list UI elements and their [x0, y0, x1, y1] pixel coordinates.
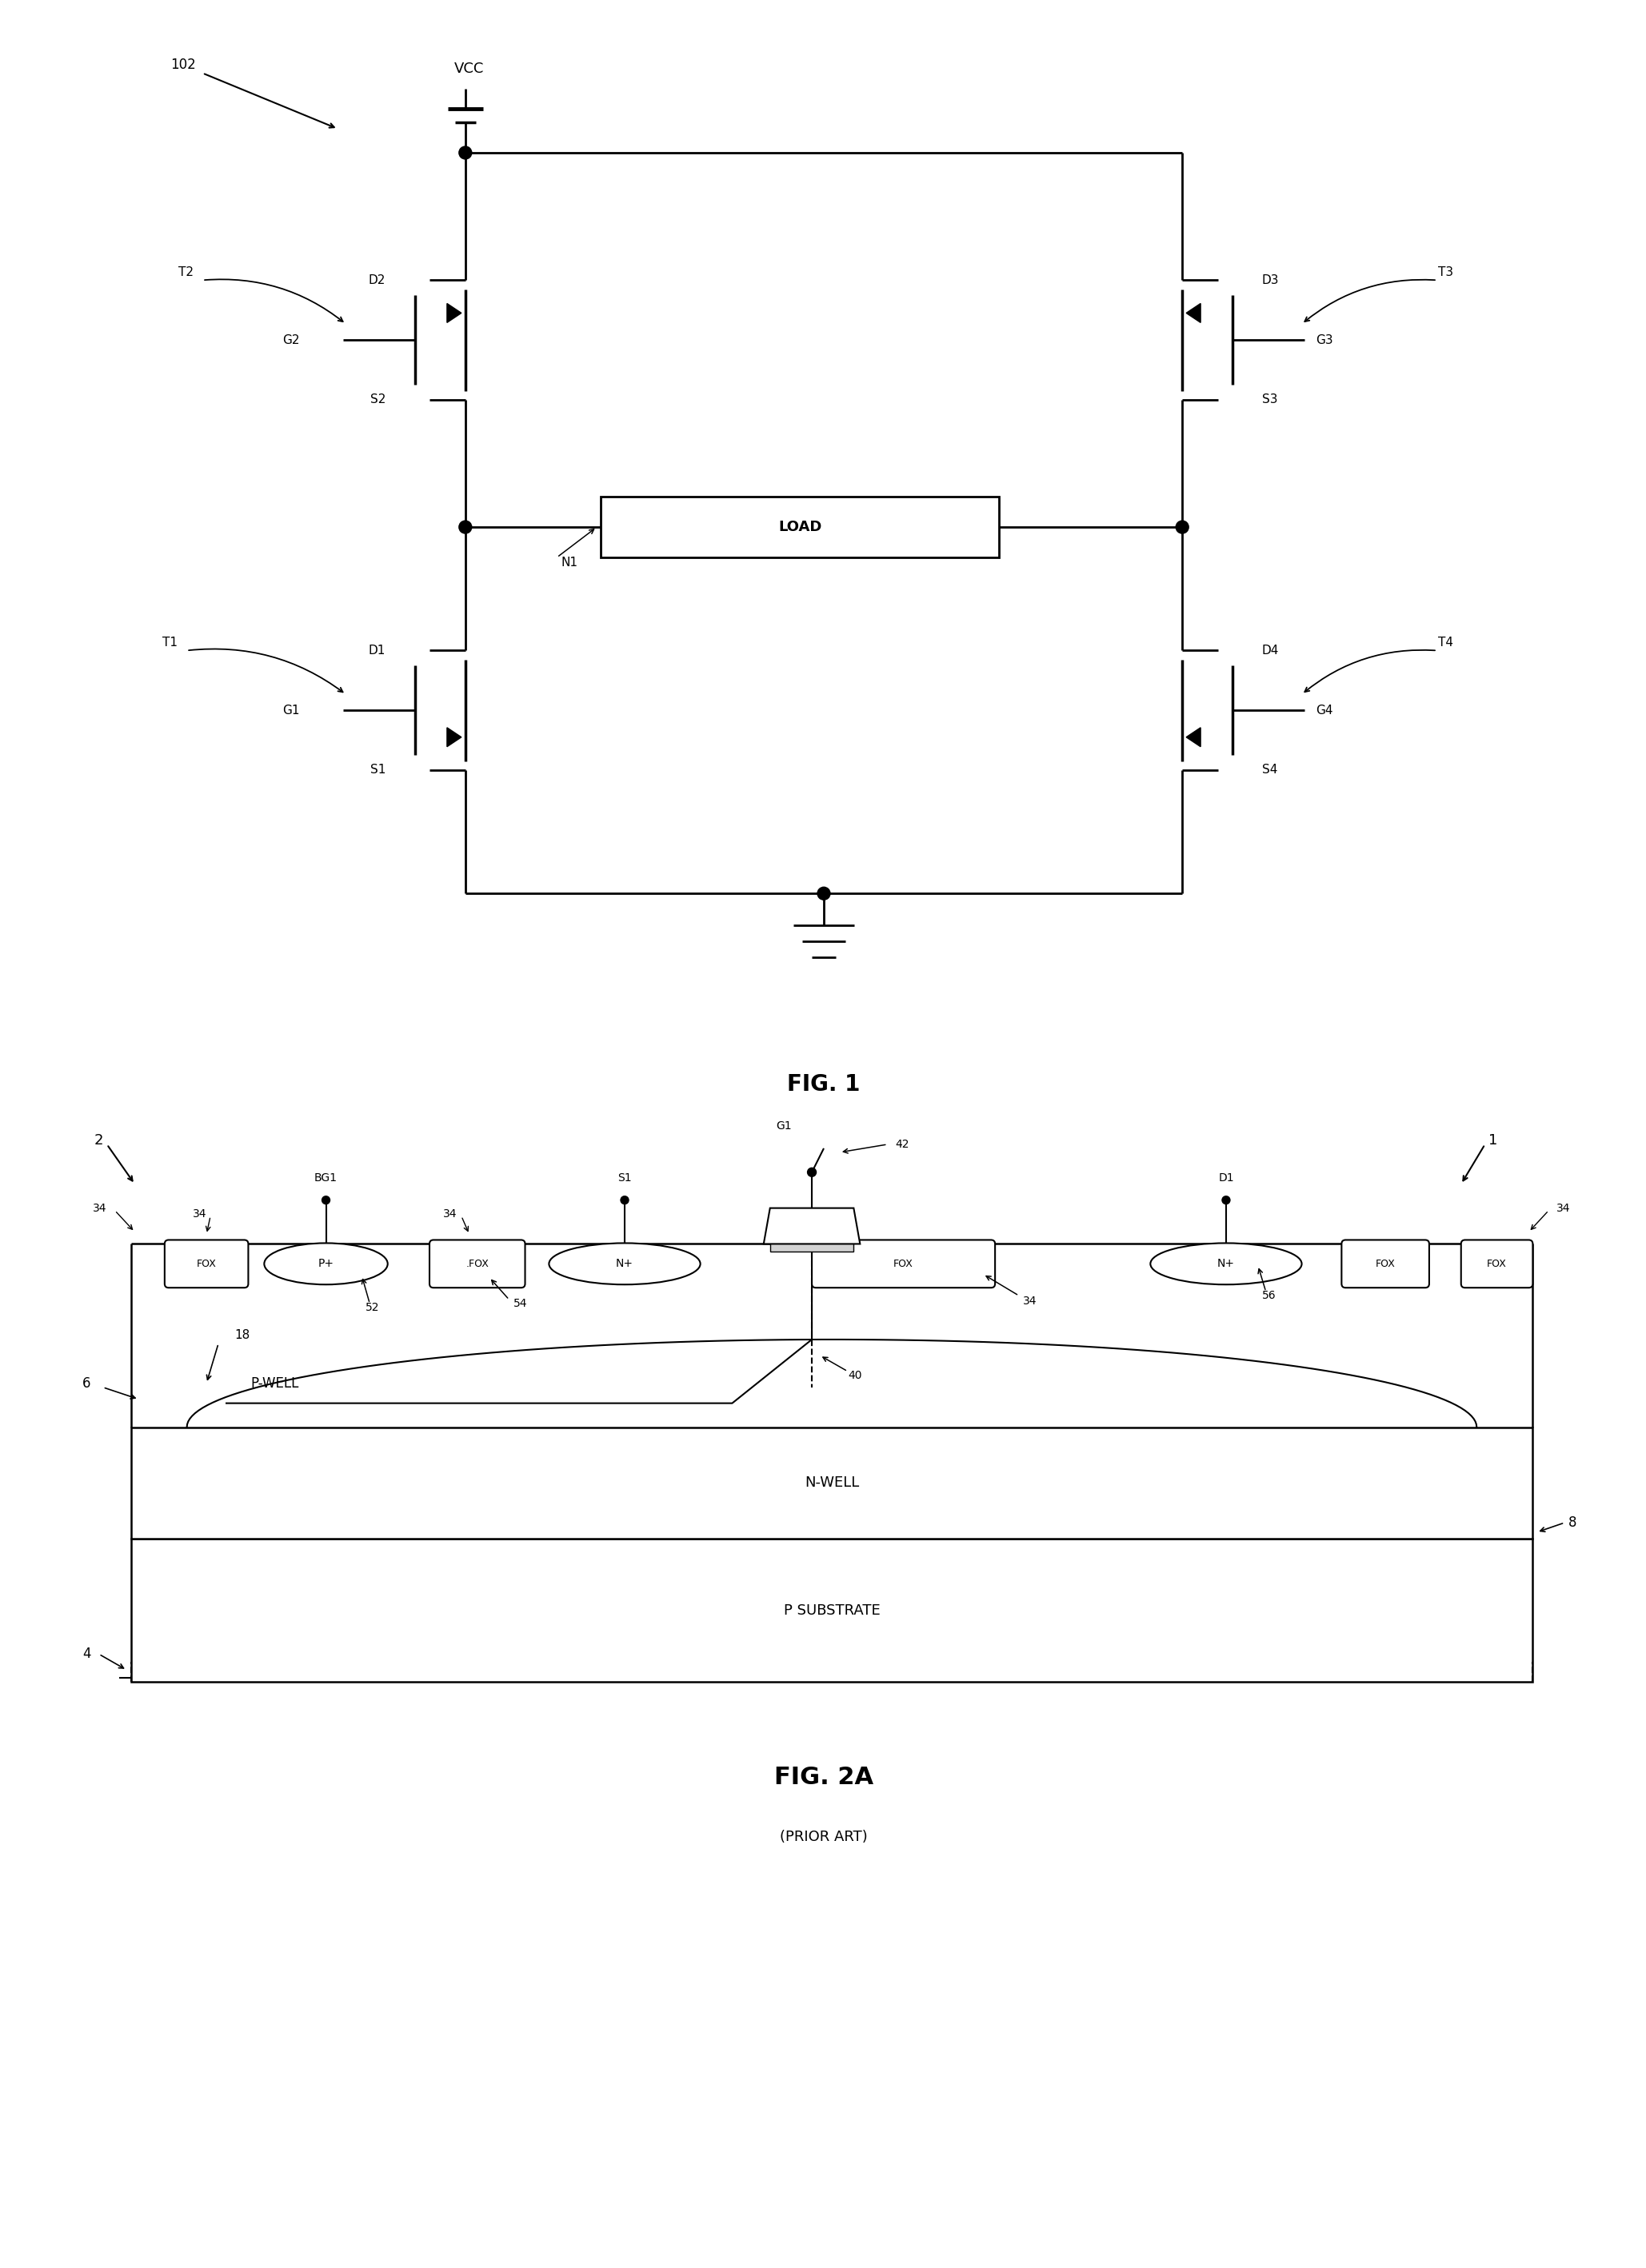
Circle shape: [1175, 522, 1188, 533]
Circle shape: [1221, 1195, 1230, 1204]
Circle shape: [808, 1168, 816, 1177]
Text: D1: D1: [369, 644, 385, 655]
Text: N+: N+: [1218, 1259, 1234, 1270]
Text: LOAD: LOAD: [779, 519, 821, 535]
Polygon shape: [448, 304, 461, 322]
Text: (PRIOR ART): (PRIOR ART): [780, 1830, 867, 1844]
Bar: [770, 1243, 854, 1252]
FancyBboxPatch shape: [1341, 1241, 1429, 1288]
Text: T1: T1: [163, 637, 178, 649]
FancyBboxPatch shape: [811, 1241, 996, 1288]
Text: T4: T4: [1439, 637, 1453, 649]
Text: FOX: FOX: [196, 1259, 216, 1270]
Text: 56: 56: [1262, 1290, 1276, 1302]
Text: N-WELL: N-WELL: [805, 1476, 859, 1490]
Ellipse shape: [550, 1243, 700, 1284]
Text: 18: 18: [234, 1329, 250, 1340]
Text: FIG. 1: FIG. 1: [787, 1073, 861, 1095]
Text: 1: 1: [1488, 1134, 1498, 1148]
Text: 6: 6: [82, 1377, 91, 1390]
Circle shape: [818, 887, 830, 900]
Text: FIG. 2A: FIG. 2A: [774, 1767, 874, 1789]
Text: 102: 102: [171, 59, 196, 73]
Text: 8: 8: [1569, 1515, 1577, 1531]
Text: 34: 34: [193, 1209, 206, 1220]
Text: D4: D4: [1262, 644, 1279, 655]
Text: S1: S1: [370, 764, 385, 776]
Text: P SUBSTRATE: P SUBSTRATE: [783, 1603, 881, 1617]
Circle shape: [323, 1195, 329, 1204]
Text: 52: 52: [365, 1302, 380, 1313]
Polygon shape: [1187, 728, 1200, 746]
Text: T3: T3: [1439, 265, 1453, 279]
Text: S1: S1: [617, 1173, 632, 1184]
Text: .FOX: .FOX: [466, 1259, 489, 1270]
FancyBboxPatch shape: [165, 1241, 249, 1288]
Text: G1: G1: [777, 1120, 792, 1132]
Text: N1: N1: [561, 558, 578, 569]
Text: D3: D3: [1262, 274, 1279, 286]
Text: 4: 4: [82, 1647, 91, 1660]
Text: P+: P+: [318, 1259, 334, 1270]
Text: 34: 34: [1022, 1295, 1037, 1306]
Text: S2: S2: [370, 395, 385, 406]
Text: D1: D1: [1218, 1173, 1234, 1184]
Bar: [601, 497, 999, 558]
Text: G3: G3: [1317, 333, 1333, 347]
Text: G1: G1: [283, 705, 300, 717]
Text: 40: 40: [848, 1370, 863, 1381]
Text: BG1: BG1: [314, 1173, 337, 1184]
Text: T2: T2: [178, 265, 194, 279]
Text: 54: 54: [514, 1297, 527, 1309]
Circle shape: [459, 147, 472, 159]
Text: G4: G4: [1317, 705, 1333, 717]
Text: 2: 2: [94, 1134, 104, 1148]
Text: 34: 34: [92, 1202, 107, 1213]
Circle shape: [459, 522, 472, 533]
Text: G2: G2: [283, 333, 300, 347]
Polygon shape: [1187, 304, 1200, 322]
Text: FOX: FOX: [894, 1259, 914, 1270]
Circle shape: [621, 1195, 629, 1204]
Text: D2: D2: [369, 274, 385, 286]
Text: 34: 34: [443, 1209, 458, 1220]
Text: VCC: VCC: [454, 61, 484, 77]
Text: S3: S3: [1262, 395, 1277, 406]
Polygon shape: [448, 728, 461, 746]
Ellipse shape: [1151, 1243, 1302, 1284]
Text: N+: N+: [616, 1259, 634, 1270]
Bar: [130, 1427, 1532, 1538]
Polygon shape: [764, 1209, 861, 1243]
Ellipse shape: [265, 1243, 388, 1284]
Text: 42: 42: [895, 1139, 910, 1150]
Text: P-WELL: P-WELL: [250, 1377, 298, 1390]
Text: S4: S4: [1262, 764, 1277, 776]
Text: FOX: FOX: [1376, 1259, 1396, 1270]
Bar: [130, 1538, 1532, 1683]
Text: FOX: FOX: [1486, 1259, 1506, 1270]
FancyBboxPatch shape: [1462, 1241, 1532, 1288]
FancyBboxPatch shape: [430, 1241, 525, 1288]
Text: 34: 34: [1557, 1202, 1570, 1213]
